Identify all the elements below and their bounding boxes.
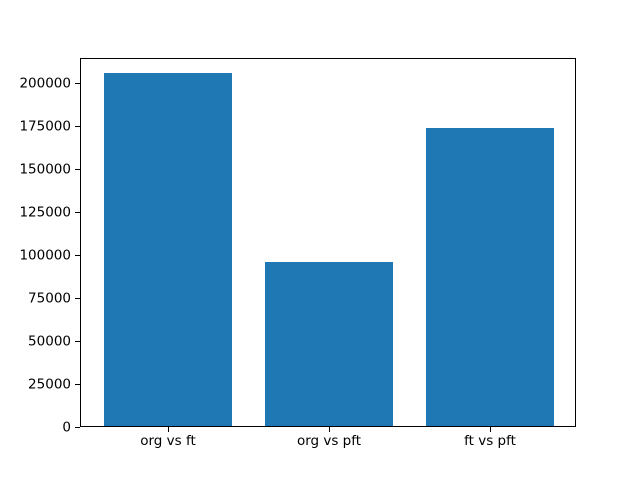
y-tick-mark xyxy=(75,255,80,257)
y-tick-label: 25000 xyxy=(28,376,71,393)
y-tick-mark xyxy=(75,341,80,343)
y-tick-label: 75000 xyxy=(28,290,71,307)
y-tick-mark xyxy=(75,298,80,300)
y-tick-mark xyxy=(75,427,80,428)
bar-org-vs-pft xyxy=(264,262,394,426)
y-tick-label: 200000 xyxy=(19,74,71,91)
y-tick-label: 100000 xyxy=(19,246,71,263)
x-tick-label: org vs ft xyxy=(140,433,196,449)
y-tick-mark xyxy=(75,83,80,84)
y-tick-mark xyxy=(75,169,80,171)
y-tick-mark xyxy=(75,126,80,127)
plot-area: 0 25000 50000 75000 100000 125000 150000 175000… xyxy=(19,58,576,448)
y-tick-label: 175000 xyxy=(19,117,71,134)
x-tick-mark xyxy=(329,427,330,432)
y-tick-mark xyxy=(75,384,80,386)
x-tick-label: org vs pft xyxy=(296,433,362,449)
y-tick-label: 150000 xyxy=(19,160,71,177)
y-tick-label: 125000 xyxy=(19,203,71,220)
x-tick-label: ft vs pft xyxy=(464,433,516,449)
bar-ft-vs-pft xyxy=(425,127,555,426)
y-tick-label: 50000 xyxy=(28,333,71,350)
x-tick-mark xyxy=(490,427,491,432)
y-tick-mark xyxy=(75,212,80,214)
y-tick-label: 0 xyxy=(62,419,71,436)
x-tick-mark xyxy=(168,427,169,432)
bar-org-vs-ft xyxy=(103,73,233,426)
